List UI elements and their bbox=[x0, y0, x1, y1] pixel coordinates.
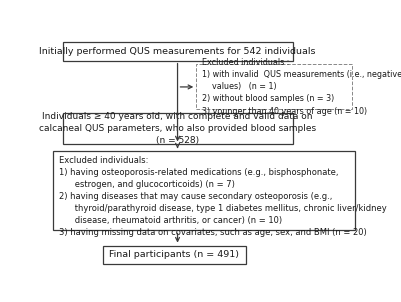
Text: Initially performed QUS measurements for 542 individuals: Initially performed QUS measurements for… bbox=[39, 47, 316, 56]
FancyBboxPatch shape bbox=[196, 64, 352, 110]
FancyBboxPatch shape bbox=[63, 42, 293, 61]
Text: Excluded individuals:
1) having osteoporosis-related medications (e.g., bisphosp: Excluded individuals: 1) having osteopor… bbox=[59, 156, 387, 237]
FancyBboxPatch shape bbox=[53, 151, 355, 230]
FancyBboxPatch shape bbox=[63, 113, 293, 144]
FancyBboxPatch shape bbox=[103, 246, 246, 264]
Text: Final participants (n = 491): Final participants (n = 491) bbox=[109, 250, 239, 259]
Text: Individuals ≥ 40 years old, with complete and valid data on
calcaneal QUS parame: Individuals ≥ 40 years old, with complet… bbox=[39, 112, 316, 145]
Text: Excluded individuals :
1) with invalid  QUS measurements (i.e., negative
    val: Excluded individuals : 1) with invalid Q… bbox=[202, 58, 401, 116]
